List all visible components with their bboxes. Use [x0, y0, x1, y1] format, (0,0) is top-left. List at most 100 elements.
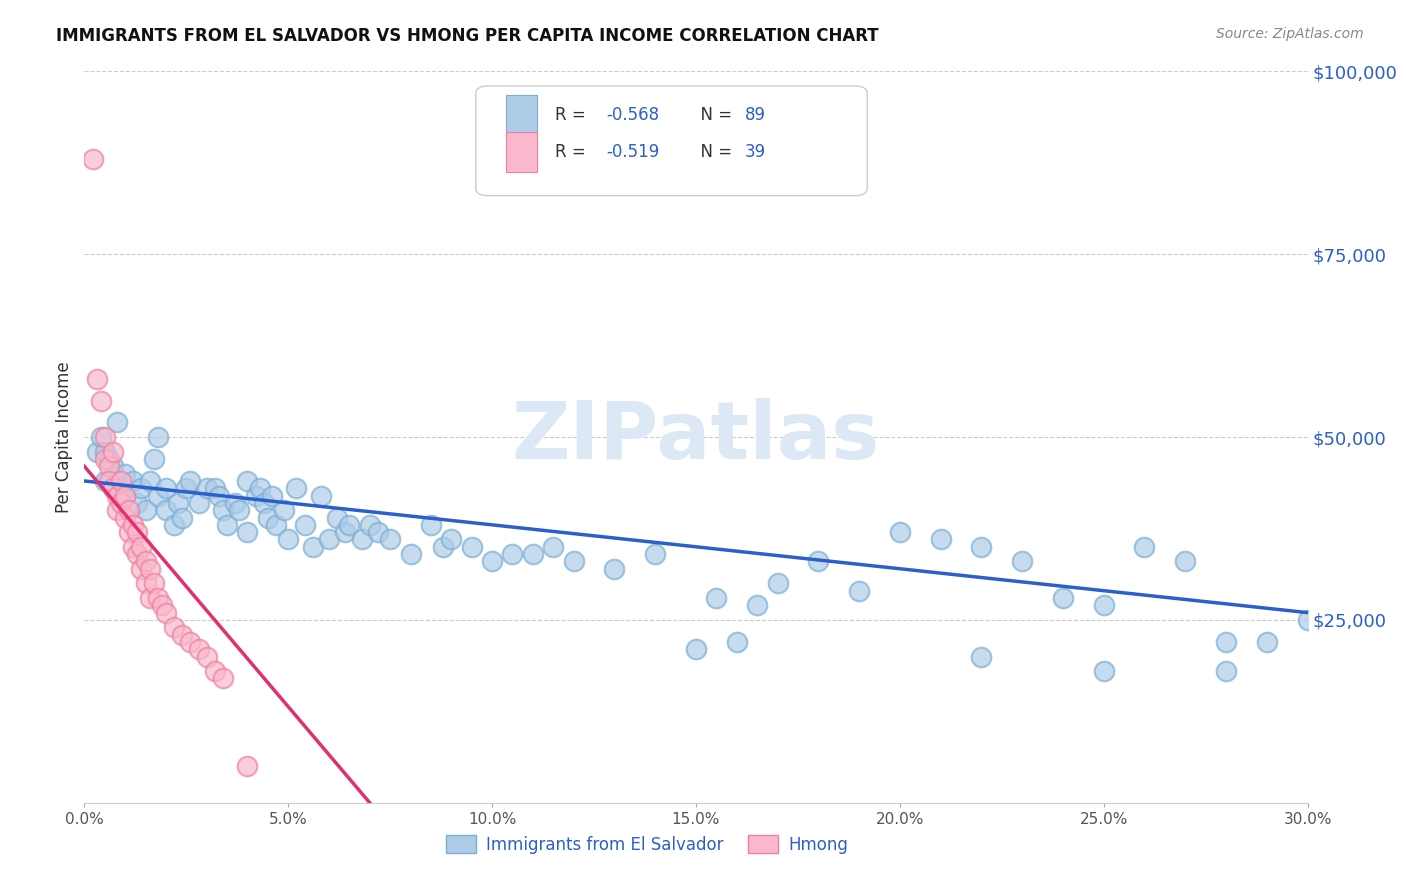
Text: Source: ZipAtlas.com: Source: ZipAtlas.com	[1216, 27, 1364, 41]
Point	[155, 503, 177, 517]
Point	[114, 510, 136, 524]
Point	[1092, 664, 1115, 678]
Point	[562, 554, 585, 568]
Point	[929, 533, 952, 547]
Point	[150, 599, 173, 613]
Point	[135, 503, 157, 517]
Point	[273, 503, 295, 517]
Point	[101, 481, 124, 495]
Point	[101, 481, 124, 495]
Point	[294, 517, 316, 532]
Point	[970, 649, 993, 664]
Point	[127, 547, 149, 561]
Point	[138, 562, 160, 576]
Point	[224, 496, 246, 510]
Point	[127, 525, 149, 540]
Point	[114, 489, 136, 503]
Point	[301, 540, 323, 554]
Point	[97, 474, 120, 488]
Point	[309, 489, 332, 503]
FancyBboxPatch shape	[475, 86, 868, 195]
Point	[1133, 540, 1156, 554]
Point	[146, 489, 169, 503]
Point	[142, 452, 165, 467]
Point	[122, 474, 145, 488]
Point	[90, 393, 112, 408]
Point	[146, 430, 169, 444]
Point	[101, 444, 124, 458]
Point	[105, 503, 128, 517]
Point	[131, 540, 153, 554]
Point	[101, 459, 124, 474]
Point	[432, 540, 454, 554]
Point	[114, 489, 136, 503]
Point	[1296, 613, 1319, 627]
Point	[135, 576, 157, 591]
Bar	[506, 95, 537, 136]
Point	[90, 430, 112, 444]
Point	[163, 517, 186, 532]
Point	[1052, 591, 1074, 605]
Point	[318, 533, 340, 547]
Point	[110, 496, 132, 510]
Point	[105, 474, 128, 488]
Text: 89: 89	[745, 106, 766, 124]
Point	[706, 591, 728, 605]
Point	[131, 562, 153, 576]
Point	[138, 591, 160, 605]
Point	[1215, 664, 1237, 678]
Point	[1256, 635, 1278, 649]
Point	[127, 496, 149, 510]
Point	[461, 540, 484, 554]
Text: N =: N =	[690, 106, 737, 124]
Point	[146, 591, 169, 605]
Point	[236, 759, 259, 773]
Point	[260, 489, 283, 503]
Point	[420, 517, 443, 532]
Point	[807, 554, 830, 568]
Bar	[506, 132, 537, 172]
Point	[481, 554, 503, 568]
Point	[138, 474, 160, 488]
Point	[105, 416, 128, 430]
Text: N =: N =	[690, 143, 737, 161]
Text: -0.568: -0.568	[606, 106, 659, 124]
Point	[122, 540, 145, 554]
Text: R =: R =	[555, 106, 592, 124]
Y-axis label: Per Capita Income: Per Capita Income	[55, 361, 73, 513]
Point	[603, 562, 626, 576]
Point	[174, 481, 197, 495]
Point	[212, 503, 235, 517]
Point	[195, 481, 218, 495]
Point	[245, 489, 267, 503]
Text: 39: 39	[745, 143, 766, 161]
Point	[335, 525, 357, 540]
Text: -0.519: -0.519	[606, 143, 659, 161]
Legend: Immigrants from El Salvador, Hmong: Immigrants from El Salvador, Hmong	[439, 829, 855, 860]
Point	[135, 554, 157, 568]
Point	[155, 481, 177, 495]
Point	[339, 517, 361, 532]
Point	[179, 474, 201, 488]
Point	[86, 444, 108, 458]
Point	[110, 481, 132, 495]
Point	[93, 444, 115, 458]
Point	[172, 627, 194, 641]
Point	[367, 525, 389, 540]
Point	[208, 489, 231, 503]
Point	[228, 503, 250, 517]
Point	[350, 533, 373, 547]
Point	[644, 547, 666, 561]
Point	[204, 481, 226, 495]
Point	[326, 510, 349, 524]
Point	[399, 547, 422, 561]
Point	[264, 517, 287, 532]
Point	[142, 576, 165, 591]
Point	[889, 525, 911, 540]
Point	[97, 452, 120, 467]
Point	[167, 496, 190, 510]
Point	[86, 371, 108, 385]
Point	[766, 576, 789, 591]
Point	[93, 474, 115, 488]
Point	[1092, 599, 1115, 613]
